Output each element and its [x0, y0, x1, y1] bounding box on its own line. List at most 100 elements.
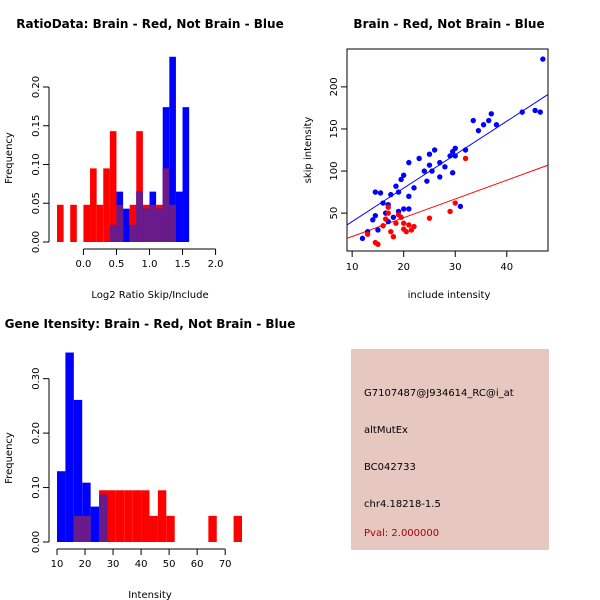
brain-bar-7	[115, 490, 125, 542]
not-brain-point	[380, 200, 386, 206]
not-brain-point	[437, 159, 443, 166]
overlap-bar-9	[116, 204, 124, 242]
brain-point	[447, 208, 453, 215]
brain-bar-10	[141, 490, 150, 542]
not-brain-bar-18	[175, 191, 183, 242]
overlap-bar-2	[73, 515, 83, 542]
intensity-scatter-ylabel: skip intensity	[303, 117, 314, 184]
overlap-bar-11	[129, 224, 137, 242]
gene-intensity-title: Gene Itensity: Brain - Red, Not Brain - …	[5, 317, 296, 331]
brain-bar-21	[233, 515, 242, 542]
not-brain-point	[400, 206, 407, 212]
overlap-bar-14	[149, 204, 157, 242]
x-tick-label: 40	[500, 262, 513, 273]
overlap-bar-13	[142, 208, 150, 242]
not-brain-point	[537, 109, 543, 115]
not-brain-point	[437, 174, 443, 180]
brain-point	[400, 220, 407, 226]
not-brain-point	[447, 153, 453, 159]
not-brain-point	[388, 191, 394, 198]
brain-bar-11	[129, 204, 137, 242]
y-tick-label: 100	[329, 161, 340, 180]
brain-bar-7	[103, 168, 110, 242]
y-tick-label: 0.10	[31, 153, 42, 175]
x-tick-label: 40	[135, 559, 148, 570]
not-brain-point	[480, 122, 487, 128]
not-brain-bar-17	[169, 56, 176, 243]
overlap-bar-17	[169, 204, 176, 242]
overlap-bar-12	[136, 191, 143, 242]
not-brain-point	[442, 164, 448, 170]
y-tick-label: 0.05	[31, 192, 42, 214]
event-type: altMutEx	[364, 425, 408, 436]
gene-intensity-ylabel: Frequency	[4, 432, 15, 484]
x-tick-label: 20	[79, 559, 92, 570]
brain-point	[390, 233, 397, 240]
not-brain-bar-0	[57, 471, 66, 542]
not-brain-point	[426, 162, 433, 168]
brain-point	[364, 231, 371, 237]
x-tick-label: 0.0	[75, 259, 91, 270]
y-tick-label: 0.10	[31, 476, 42, 498]
accession: BC042733	[364, 462, 416, 473]
brain-point	[388, 228, 394, 235]
ratio-histogram-title: RatioData: Brain - Red, Not Brain - Blue	[16, 17, 283, 31]
brain-point	[406, 222, 412, 228]
y-tick-label: 0.20	[31, 422, 42, 444]
brain-point	[398, 214, 404, 221]
not-brain-point	[377, 190, 384, 196]
y-tick-label: 0.00	[31, 531, 42, 553]
not-brain-point	[519, 109, 525, 115]
gene-intensity-xlabel: Intensity	[128, 590, 172, 600]
x-tick-label: 10	[346, 262, 359, 273]
brain-bar-2	[70, 204, 77, 242]
not-brain-point	[400, 172, 407, 178]
not-brain-point	[411, 185, 417, 191]
not-brain-point	[395, 189, 402, 195]
not-brain-point	[532, 107, 538, 114]
brain-point	[375, 241, 381, 247]
brain-bar-13	[166, 515, 175, 542]
intensity-scatter-title: Brain - Red, Not Brain - Blue	[353, 17, 544, 31]
brain-point	[462, 155, 469, 162]
brain-bar-11	[149, 515, 158, 542]
not-brain-point	[406, 206, 412, 212]
not-brain-bar-1	[65, 352, 74, 542]
not-brain-point	[393, 183, 399, 189]
not-brain-point	[375, 227, 381, 233]
brain-bar-12	[136, 131, 143, 242]
not-brain-point	[398, 176, 404, 183]
x-tick-label: 1.5	[175, 259, 191, 270]
scatter-plot-box	[346, 48, 549, 252]
not-brain-fit-line	[346, 94, 549, 226]
ratio-histogram: RatioData: Brain - Red, Not Brain - Blue…	[4, 17, 284, 301]
not-brain-point	[452, 145, 458, 152]
not-brain-point	[372, 189, 379, 195]
intensity-scatter-xlabel: include intensity	[408, 290, 491, 301]
overlap-bar-5	[99, 494, 108, 542]
not-brain-point	[370, 217, 376, 223]
not-brain-point	[406, 159, 412, 166]
ratio-histogram-ylabel: Frequency	[4, 132, 15, 184]
not-brain-point	[462, 147, 469, 153]
not-brain-point	[470, 117, 476, 124]
ratio-histogram-xlabel: Log2 Ratio Skip/Include	[91, 290, 208, 301]
not-brain-point	[449, 170, 456, 176]
y-tick-label: 0.30	[31, 368, 42, 390]
intensity-scatter: Brain - Red, Not Brain - Blue include in…	[303, 17, 549, 301]
not-brain-point	[421, 168, 428, 174]
probe-id: G7107487@J934614_RC@i_at	[364, 388, 514, 399]
brain-point	[393, 220, 399, 226]
brain-point	[452, 200, 458, 206]
not-brain-point	[406, 193, 412, 199]
x-tick-label: 1.0	[142, 259, 158, 270]
brain-bar-5	[90, 168, 97, 242]
x-tick-label: 10	[51, 559, 64, 570]
overlap-bar-8	[109, 224, 117, 242]
not-brain-point	[540, 56, 546, 62]
brain-point	[403, 228, 409, 235]
not-brain-point	[457, 203, 464, 210]
not-brain-point	[426, 151, 433, 157]
not-brain-point	[493, 122, 500, 128]
not-brain-point	[475, 127, 482, 134]
